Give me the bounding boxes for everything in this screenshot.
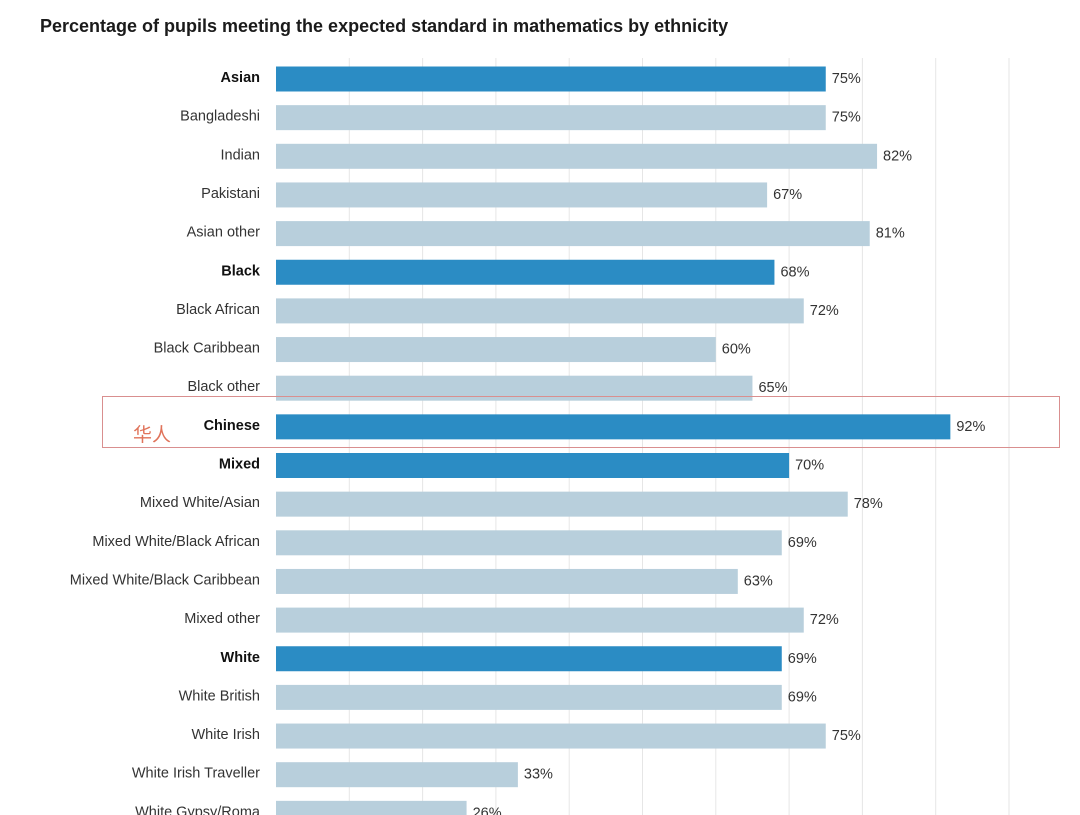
value-label: 92%	[956, 419, 985, 435]
bar	[276, 800, 467, 815]
chart-title: Percentage of pupils meeting the expecte…	[40, 16, 729, 36]
bar	[276, 298, 804, 324]
value-label: 75%	[832, 71, 861, 87]
value-label: 78%	[854, 496, 883, 512]
bar	[276, 684, 782, 710]
category-label: Black African	[176, 302, 260, 318]
category-label: Pakistani	[201, 186, 260, 202]
category-label: Asian	[221, 70, 261, 86]
value-label: 68%	[780, 264, 809, 280]
value-label: 70%	[795, 458, 824, 474]
bar	[276, 414, 951, 440]
category-label: Bangladeshi	[180, 109, 260, 125]
value-label: 69%	[788, 651, 817, 667]
category-label: Mixed	[219, 457, 260, 473]
value-label: 75%	[832, 110, 861, 126]
bar	[276, 259, 775, 285]
highlight-annotation: 华人	[133, 424, 172, 446]
value-label: 81%	[876, 226, 905, 242]
value-label: 26%	[473, 805, 502, 815]
value-label: 60%	[722, 342, 751, 358]
bar	[276, 453, 790, 478]
category-label: White Irish	[192, 727, 261, 743]
category-label: White British	[179, 688, 260, 704]
bar	[276, 337, 716, 363]
bar	[276, 646, 782, 672]
value-label: 69%	[788, 535, 817, 551]
category-label: Black other	[187, 379, 260, 395]
bar	[276, 66, 826, 92]
bar	[276, 762, 518, 788]
category-label: Asian other	[187, 225, 261, 241]
bar	[276, 607, 804, 633]
category-label: Black	[221, 263, 261, 279]
category-label: Black Caribbean	[154, 341, 260, 357]
value-label: 67%	[773, 187, 802, 203]
category-label: Mixed White/Black Caribbean	[70, 572, 260, 588]
value-label: 75%	[832, 728, 861, 744]
bar	[276, 221, 870, 247]
category-label: Mixed White/Asian	[140, 495, 260, 511]
bar	[276, 491, 848, 517]
value-label: 82%	[883, 148, 912, 164]
bar	[276, 530, 782, 556]
category-label: Mixed other	[184, 611, 260, 627]
bar	[276, 182, 768, 208]
value-label: 33%	[524, 767, 553, 783]
value-label: 69%	[788, 689, 817, 705]
highlight-box	[102, 396, 1060, 448]
category-label: White	[221, 650, 260, 666]
category-label: Chinese	[204, 418, 260, 434]
category-label: White Irish Traveller	[132, 766, 260, 782]
category-label: Indian	[220, 147, 260, 163]
value-label: 72%	[810, 303, 839, 319]
category-label: Mixed White/Black African	[92, 534, 260, 550]
value-label: 72%	[810, 612, 839, 628]
category-label: White Gypsy/Roma	[135, 804, 261, 815]
bar	[276, 723, 826, 749]
bar	[276, 143, 878, 169]
value-label: 63%	[744, 573, 773, 589]
value-label: 65%	[758, 380, 787, 396]
bar	[276, 105, 826, 131]
bar	[276, 568, 738, 594]
